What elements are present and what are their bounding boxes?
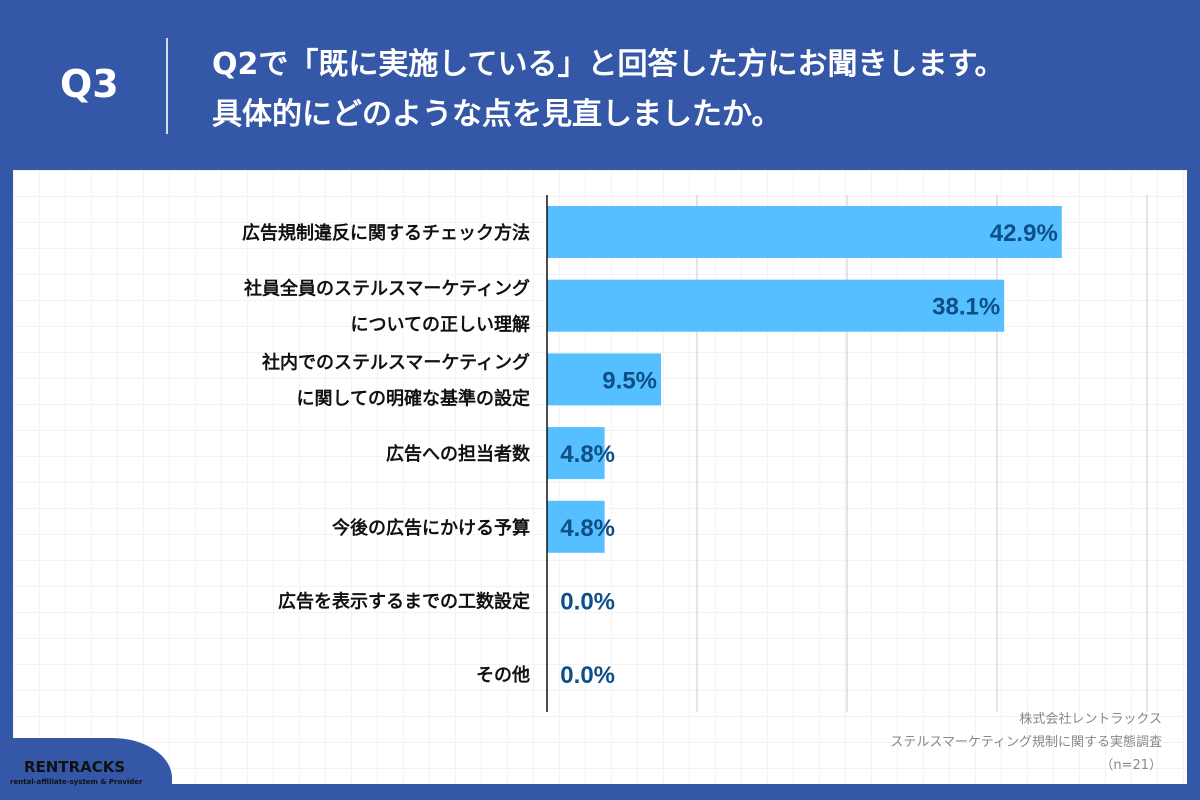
category-label: その他	[476, 664, 530, 686]
data-label: 4.8%	[560, 515, 615, 542]
data-label: 38.1%	[932, 294, 1000, 321]
data-label: 42.9%	[990, 220, 1058, 247]
bar	[547, 206, 1062, 258]
logo: RENTRACKS rental-affiliate-system & Prov…	[0, 738, 172, 800]
data-label: 0.0%	[560, 589, 615, 616]
source-survey: ステルスマーケティング規制に関する実態調査	[890, 735, 1162, 750]
data-label: 4.8%	[560, 441, 615, 468]
category-label: 今後の広告にかける予算	[332, 517, 530, 539]
category-label: 社員全員のステルスマーケティング	[244, 278, 530, 300]
title-line-1: Q2で「既に実施している」と回答した方にお聞きします。	[212, 47, 1005, 82]
category-label: 社内でのステルスマーケティング	[262, 351, 530, 373]
title-line-2: 具体的にどのような点を見直しましたか。	[212, 97, 782, 132]
category-label: に関しての明確な基準の設定	[297, 387, 530, 409]
category-label: についての正しい理解	[351, 314, 530, 336]
logo-tagline: rental-affiliate-system & Provider	[10, 778, 143, 786]
data-label: 0.0%	[560, 662, 615, 689]
divider	[166, 38, 168, 134]
source-note: 株式会社レントラックス ステルスマーケティング規制に関する実態調査 （n=21）	[890, 708, 1162, 777]
page-title: Q2で「既に実施している」と回答した方にお聞きします。 具体的にどのような点を見…	[212, 40, 1004, 140]
category-label: 広告を表示するまでの工数設定	[278, 591, 530, 613]
bar	[547, 500, 605, 553]
data-label: 9.5%	[602, 367, 657, 394]
sample-size: （n=21）	[1100, 758, 1162, 773]
category-label: 広告への担当者数	[386, 443, 531, 465]
source-company: 株式会社レントラックス	[1019, 712, 1162, 727]
bar	[547, 279, 1005, 332]
category-label: 広告規制違反に関するチェック方法	[242, 222, 530, 244]
question-number: Q3	[60, 62, 119, 106]
bar	[547, 353, 661, 406]
bar	[547, 427, 605, 480]
logo-name: RENTRACKS	[24, 758, 126, 776]
